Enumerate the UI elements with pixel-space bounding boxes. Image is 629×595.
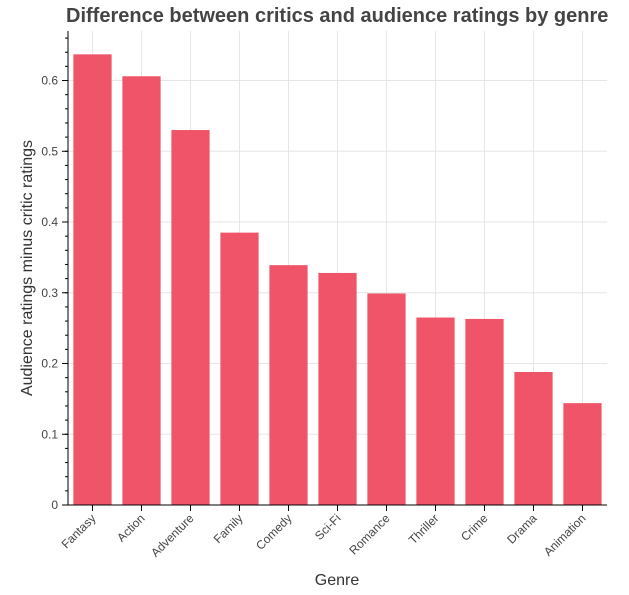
bar-thriller[interactable] <box>416 317 455 505</box>
bar-romance[interactable] <box>367 293 406 505</box>
x-tick-label-8: Crime <box>458 511 491 544</box>
bar-animation[interactable] <box>563 403 602 505</box>
bar-family[interactable] <box>220 232 259 505</box>
x-tick-label-4: Comedy <box>253 511 294 552</box>
bar-comedy[interactable] <box>269 265 308 505</box>
y-tick-label-5: 0.5 <box>41 144 58 158</box>
bar-adventure[interactable] <box>171 130 210 505</box>
x-tick-label-9: Drama <box>504 511 540 547</box>
y-tick-label-0: 0 <box>51 498 58 512</box>
bars <box>73 54 602 506</box>
x-tick-label-2: Adventure <box>148 511 197 560</box>
bar-drama[interactable] <box>514 371 553 505</box>
y-tick-label-6: 0.6 <box>41 74 58 88</box>
y-tick-label-3: 0.3 <box>41 286 58 300</box>
y-axis-title: Audience ratings minus critic ratings <box>19 140 36 396</box>
y-tick-label-1: 0.1 <box>41 427 58 441</box>
bar-action[interactable] <box>122 76 161 505</box>
x-tick-label-3: Family <box>211 511 246 546</box>
chart-title: Difference between critics and audience … <box>66 5 608 27</box>
x-tick-label-1: Action <box>114 511 147 544</box>
bar-sci-fi[interactable] <box>318 272 357 505</box>
x-axis-ticks: Fantasy Action Adventure Family Comedy Sci-Fi… <box>59 505 589 560</box>
bar-fantasy[interactable] <box>73 54 112 506</box>
y-axis-ticks: 0 0.1 0.2 0.3 0.4 0.5 0.6 <box>41 37 68 512</box>
x-tick-label-5: Sci-Fi <box>312 511 344 543</box>
x-tick-label-0: Fantasy <box>59 511 99 551</box>
y-tick-label-4: 0.4 <box>41 215 58 229</box>
x-axis-title: Genre <box>315 572 360 589</box>
bar-crime[interactable] <box>465 318 504 505</box>
x-tick-label-10: Animation <box>541 511 589 559</box>
x-tick-label-6: Romance <box>346 511 392 557</box>
x-tick-label-7: Thriller <box>406 511 442 547</box>
y-tick-label-2: 0.2 <box>41 357 58 371</box>
